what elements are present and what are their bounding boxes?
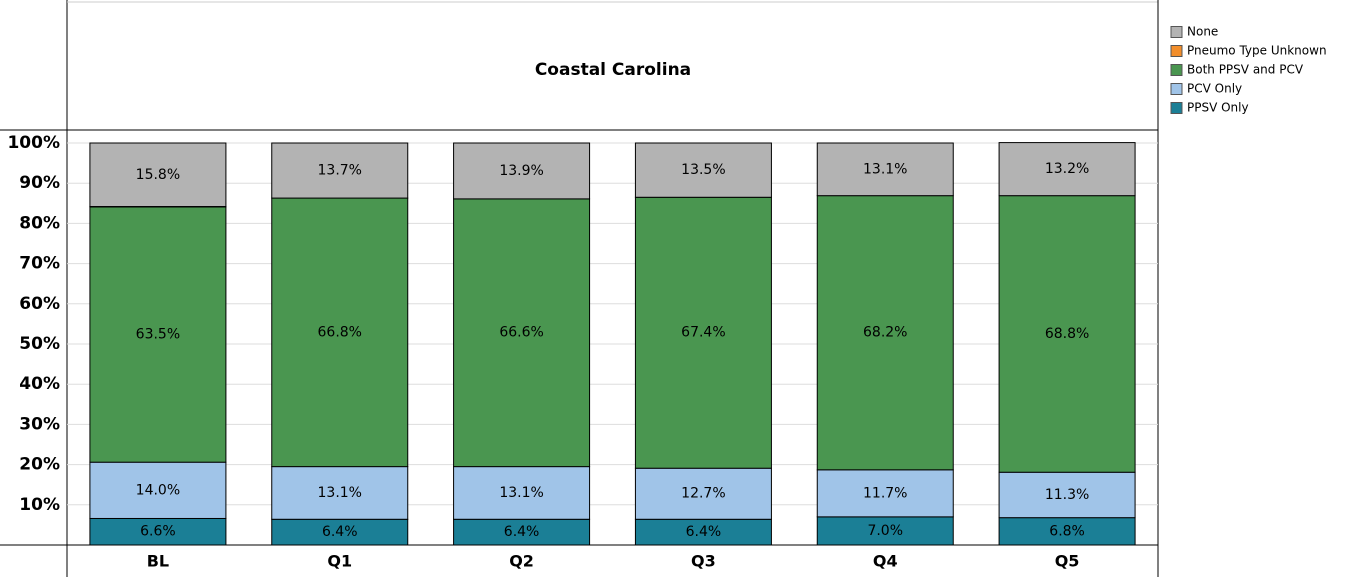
legend-swatch xyxy=(1170,102,1183,114)
bar-segment xyxy=(634,467,772,520)
data-label: 12.7% xyxy=(681,486,725,502)
data-label: 66.6% xyxy=(499,325,543,341)
bar-segment xyxy=(453,466,591,520)
y-tick-label: 20% xyxy=(19,455,60,475)
data-label: 13.1% xyxy=(318,485,362,501)
x-tick-label: Q1 xyxy=(327,552,352,571)
x-tick-label: Q4 xyxy=(873,552,898,571)
legend-label: Pneumo Type Unknown xyxy=(1187,44,1327,58)
data-label: 6.6% xyxy=(140,524,176,540)
x-tick-label: Q5 xyxy=(1055,552,1080,571)
data-label: 13.9% xyxy=(499,163,543,179)
data-label: 14.0% xyxy=(136,482,180,498)
data-label: 11.3% xyxy=(1045,487,1089,503)
bar-segment xyxy=(453,198,591,468)
bar-segment xyxy=(998,142,1136,197)
data-label: 13.1% xyxy=(863,161,907,177)
bar-segment xyxy=(453,518,591,546)
bar-segment xyxy=(271,466,409,520)
y-tick-label: 90% xyxy=(19,173,60,193)
x-tick-label: BL xyxy=(147,552,169,571)
y-tick-label: 50% xyxy=(19,334,60,354)
data-label: 66.8% xyxy=(318,324,362,340)
bar-segment xyxy=(271,142,409,199)
data-label: 7.0% xyxy=(867,523,903,539)
legend-label: PCV Only xyxy=(1187,82,1242,96)
bar-segment xyxy=(998,471,1136,519)
data-label: 11.7% xyxy=(863,485,907,501)
legend-label: PPSV Only xyxy=(1187,101,1249,115)
bar-segment xyxy=(634,196,772,469)
bar-segment xyxy=(816,195,954,471)
data-label: 6.4% xyxy=(504,524,540,540)
data-label: 13.7% xyxy=(318,163,362,179)
bar-segment xyxy=(453,142,591,200)
x-tick-label: Q2 xyxy=(509,552,534,571)
y-tick-label: 30% xyxy=(19,414,60,434)
data-label: 15.8% xyxy=(136,167,180,183)
bar-segment xyxy=(998,517,1136,546)
data-label: 6.4% xyxy=(686,524,722,540)
legend-swatch xyxy=(1170,26,1183,38)
chart-title: Coastal Carolina xyxy=(535,60,691,80)
data-label: 6.8% xyxy=(1049,523,1085,539)
y-tick-label: 60% xyxy=(19,294,60,314)
y-tick-label: 100% xyxy=(7,133,60,153)
legend-label: Both PPSV and PCV xyxy=(1187,63,1304,77)
bar-segment xyxy=(816,516,954,546)
y-tick-label: 70% xyxy=(19,254,60,274)
bar-segment xyxy=(816,142,954,197)
data-label: 68.8% xyxy=(1045,326,1089,342)
data-label: 68.2% xyxy=(863,325,907,341)
data-label: 63.5% xyxy=(136,327,180,343)
bar-segment xyxy=(998,195,1136,473)
y-tick-label: 10% xyxy=(19,495,60,515)
data-label: 6.4% xyxy=(322,524,358,540)
data-label: 13.2% xyxy=(1045,161,1089,177)
legend-label: None xyxy=(1187,25,1218,39)
data-label: 13.1% xyxy=(499,485,543,501)
data-label: 67.4% xyxy=(681,325,725,341)
bar-segment xyxy=(634,142,772,198)
y-tick-label: 40% xyxy=(19,374,60,394)
legend-swatch xyxy=(1170,45,1183,57)
bar-segment xyxy=(816,469,954,518)
bar-segment xyxy=(634,518,772,546)
bar-segment xyxy=(271,197,409,468)
legend-swatch xyxy=(1170,83,1183,95)
legend-swatch xyxy=(1170,64,1183,76)
x-tick-label: Q3 xyxy=(691,552,716,571)
data-label: 13.5% xyxy=(681,162,725,178)
bar-segment xyxy=(89,142,227,208)
y-tick-label: 80% xyxy=(19,213,60,233)
